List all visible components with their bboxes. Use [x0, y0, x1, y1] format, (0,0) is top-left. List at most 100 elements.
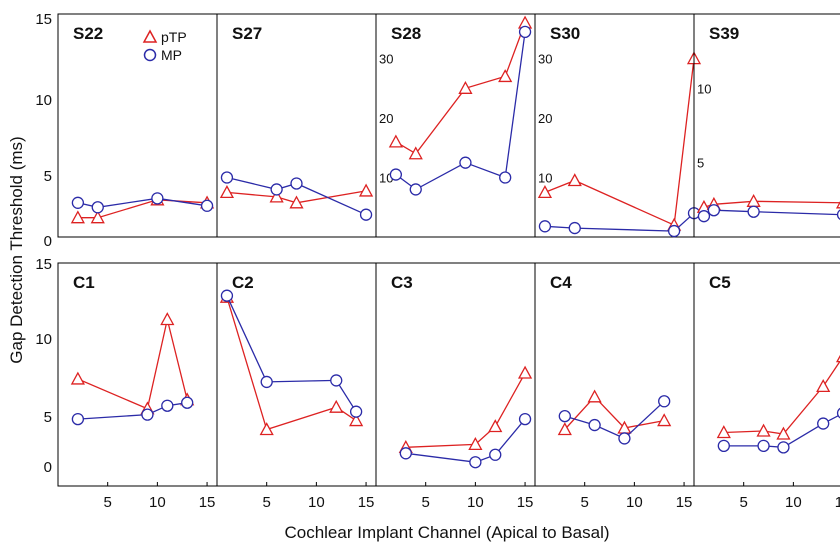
panel-frame-c4 [534, 262, 695, 487]
series-line-s27-mp [226, 176, 367, 216]
series-line-c4-mp [564, 400, 665, 440]
panels-group: S22 S27 S28 10 20 30 S30 10 20 30 S39 5 10 C1 5 10 15 C2 5… [57, 13, 840, 511]
marker-s28-ptp-0 [388, 134, 403, 148]
x-tick-label-c4-5: 5 [581, 494, 589, 511]
panel-title-s22: S22 [73, 24, 103, 43]
marker-s39-mp-1 [707, 204, 721, 217]
marker-s22-mp-2 [151, 192, 164, 205]
marker-s27-ptp-1 [269, 189, 284, 203]
y-tick-label-s28-30: 30 [379, 52, 393, 67]
x-tick-label-c1-10: 10 [149, 494, 166, 511]
panel-title-c1: C1 [73, 273, 95, 292]
panel-frame-s30 [534, 13, 695, 238]
marker-c5-mp-2 [777, 441, 790, 454]
marker-c3-mp-3 [518, 412, 532, 426]
marker-s30-mp-2 [667, 224, 681, 238]
marker-s22-ptp-1 [90, 210, 105, 224]
marker-s27-mp-3 [359, 208, 373, 221]
x-tick-label-c5-5: 5 [740, 494, 748, 511]
marker-s28-mp-0 [389, 168, 403, 181]
panel-c4: C4 5 10 15 [534, 262, 695, 511]
series-line-s39-ptp [703, 200, 840, 208]
marker-s28-ptp-3 [498, 69, 513, 83]
x-tick-label-c3-15: 15 [517, 494, 534, 511]
series-line-s22-ptp [77, 199, 208, 219]
marker-c2-mp-3 [349, 405, 363, 418]
marker-c3-mp-2 [489, 448, 502, 461]
marker-s30-ptp-1 [567, 173, 582, 187]
x-tick-label-c2-5: 5 [263, 494, 271, 511]
marker-c2-ptp-2 [329, 399, 344, 413]
series-line-s30-mp [544, 212, 695, 232]
marker-c5-ptp-0 [716, 425, 731, 439]
marker-s39-mp-2 [747, 205, 760, 218]
series-line-c1-ptp [77, 319, 188, 410]
marker-s39-mp-3 [836, 209, 840, 221]
marker-c2-ptp-1 [259, 422, 274, 436]
series-line-s30-ptp [544, 58, 695, 227]
marker-c5-ptp-2 [776, 426, 791, 440]
x-tick-label-c4-10: 10 [626, 494, 643, 511]
x-tick-label-c5-10: 10 [785, 494, 802, 511]
marker-s28-mp-4 [518, 25, 532, 38]
panel-s22: S22 [57, 13, 218, 238]
x-tick-label-c1-5: 5 [104, 494, 112, 511]
x-tick-label-c1-15: 15 [199, 494, 216, 511]
marker-c5-mp-4 [836, 407, 840, 419]
legend-label-ptp: pTP [161, 29, 187, 45]
legend-marker-mp [143, 48, 157, 62]
marker-s28-ptp-1 [408, 146, 423, 160]
panel-frame-c1 [57, 262, 218, 487]
marker-c5-mp-3 [817, 417, 830, 430]
y-tick-label-s39-5: 5 [697, 156, 704, 171]
series-line-s22-mp [77, 197, 208, 208]
marker-c2-ptp-3 [349, 413, 364, 427]
marker-s28-mp-1 [409, 183, 422, 196]
marker-s22-ptp-0 [70, 210, 85, 224]
panel-s27: S27 [216, 13, 377, 238]
marker-c4-mp-1 [588, 418, 601, 432]
panel-c1: C1 5 10 15 [57, 262, 218, 511]
panel-title-s28: S28 [391, 24, 421, 43]
marker-c4-ptp-1 [587, 389, 602, 403]
panel-title-c2: C2 [232, 273, 254, 292]
marker-s30-mp-1 [568, 221, 581, 235]
panel-title-s30: S30 [550, 24, 580, 43]
panel-frame-c2 [216, 262, 377, 487]
marker-c4-ptp-0 [557, 422, 572, 436]
legend: pTP MP [142, 29, 187, 63]
marker-c3-ptp-3 [517, 365, 533, 379]
y-tick-top-10: 10 [35, 92, 52, 109]
panel-s30: S30 10 20 30 [534, 13, 702, 238]
y-tick-label-s39-10: 10 [697, 81, 711, 96]
marker-s28-ptp-2 [458, 80, 473, 94]
y-tick-top-15: 15 [35, 11, 52, 28]
marker-c4-ptp-3 [657, 413, 672, 427]
x-tick-label-c3-10: 10 [467, 494, 484, 511]
marker-c4-mp-0 [558, 409, 571, 423]
marker-c4-mp-2 [618, 432, 631, 445]
panel-title-s27: S27 [232, 24, 262, 43]
marker-c2-mp-2 [330, 374, 343, 387]
legend-marker-ptp [142, 29, 158, 43]
marker-c4-mp-3 [658, 395, 671, 408]
marker-c5-mp-0 [717, 439, 730, 453]
marker-s27-mp-1 [270, 183, 283, 196]
y-tick-top-5: 5 [44, 168, 52, 185]
panel-c2: C2 5 10 15 [216, 262, 377, 511]
series-line-c2-ptp [226, 297, 357, 431]
y-tick-label-s30-10: 10 [538, 171, 552, 186]
series-line-s39-mp [703, 209, 840, 217]
marker-c1-mp-1 [141, 408, 154, 421]
series-line-c2-mp [226, 295, 357, 413]
y-tick-label-s30-20: 20 [538, 111, 552, 126]
marker-c3-ptp-1 [468, 437, 483, 451]
marker-s27-ptp-0 [219, 185, 235, 199]
panel-title-c4: C4 [550, 273, 572, 292]
marker-s27-mp-2 [290, 177, 303, 190]
series-line-c3-ptp [405, 372, 526, 448]
x-tick-label-c5-15: 15 [835, 494, 840, 511]
y-tick-label-s30-30: 30 [538, 52, 552, 67]
y-axis-title: Gap Detection Threshold (ms) [7, 136, 26, 363]
